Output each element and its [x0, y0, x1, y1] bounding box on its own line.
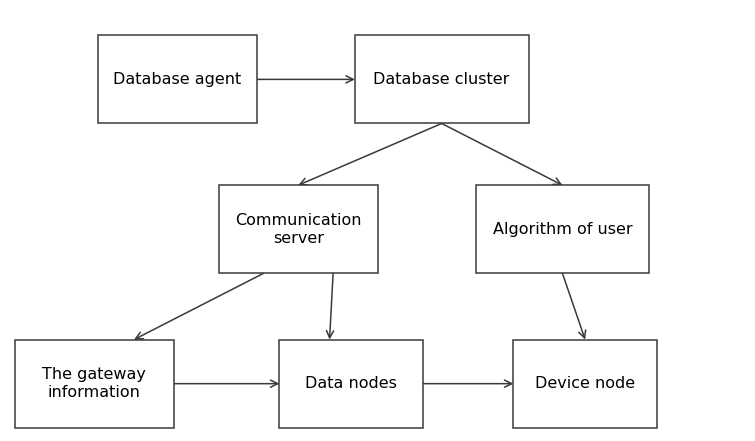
Bar: [15, 340, 174, 428]
Bar: [98, 35, 257, 123]
Text: Algorithm of user: Algorithm of user: [493, 222, 632, 237]
Text: Data nodes: Data nodes: [305, 376, 397, 391]
Text: The gateway
information: The gateway information: [42, 367, 146, 400]
Bar: [219, 185, 378, 273]
Text: Database cluster: Database cluster: [374, 72, 510, 87]
Text: Communication
server: Communication server: [235, 213, 362, 246]
Text: Database agent: Database agent: [113, 72, 242, 87]
Bar: [279, 340, 423, 428]
Text: Device node: Device node: [535, 376, 635, 391]
Bar: [513, 340, 657, 428]
Bar: [355, 35, 528, 123]
Bar: [476, 185, 649, 273]
